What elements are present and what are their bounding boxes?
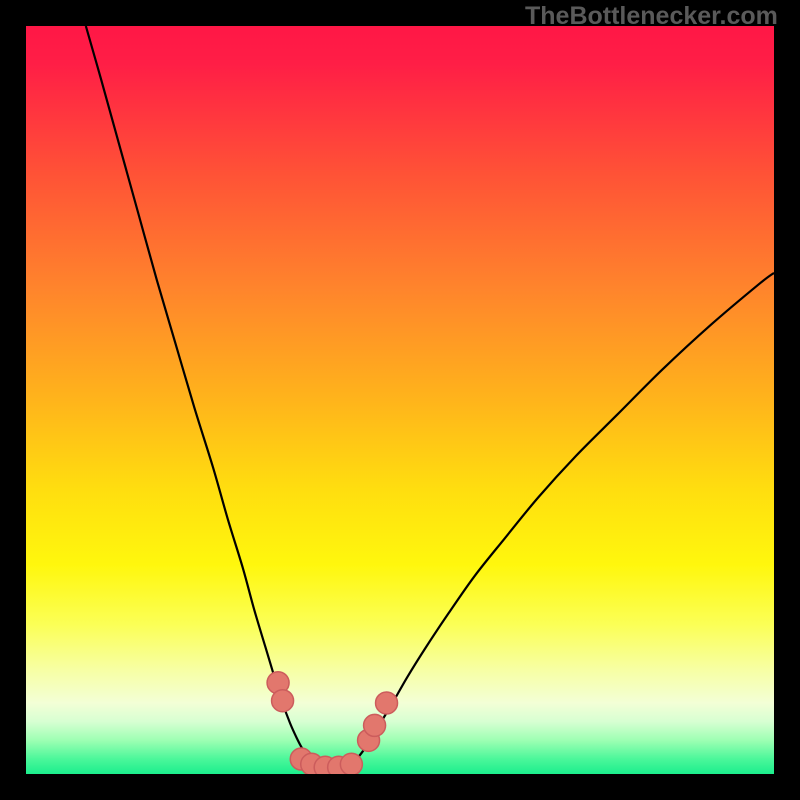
plot-svg: [26, 26, 774, 774]
marker-point: [272, 690, 294, 712]
attribution-label: TheBottlenecker.com: [525, 2, 778, 31]
plot-area: [26, 26, 774, 774]
marker-point: [376, 692, 398, 714]
marker-point: [364, 714, 386, 736]
gradient-background: [26, 26, 774, 774]
marker-point: [340, 753, 362, 774]
